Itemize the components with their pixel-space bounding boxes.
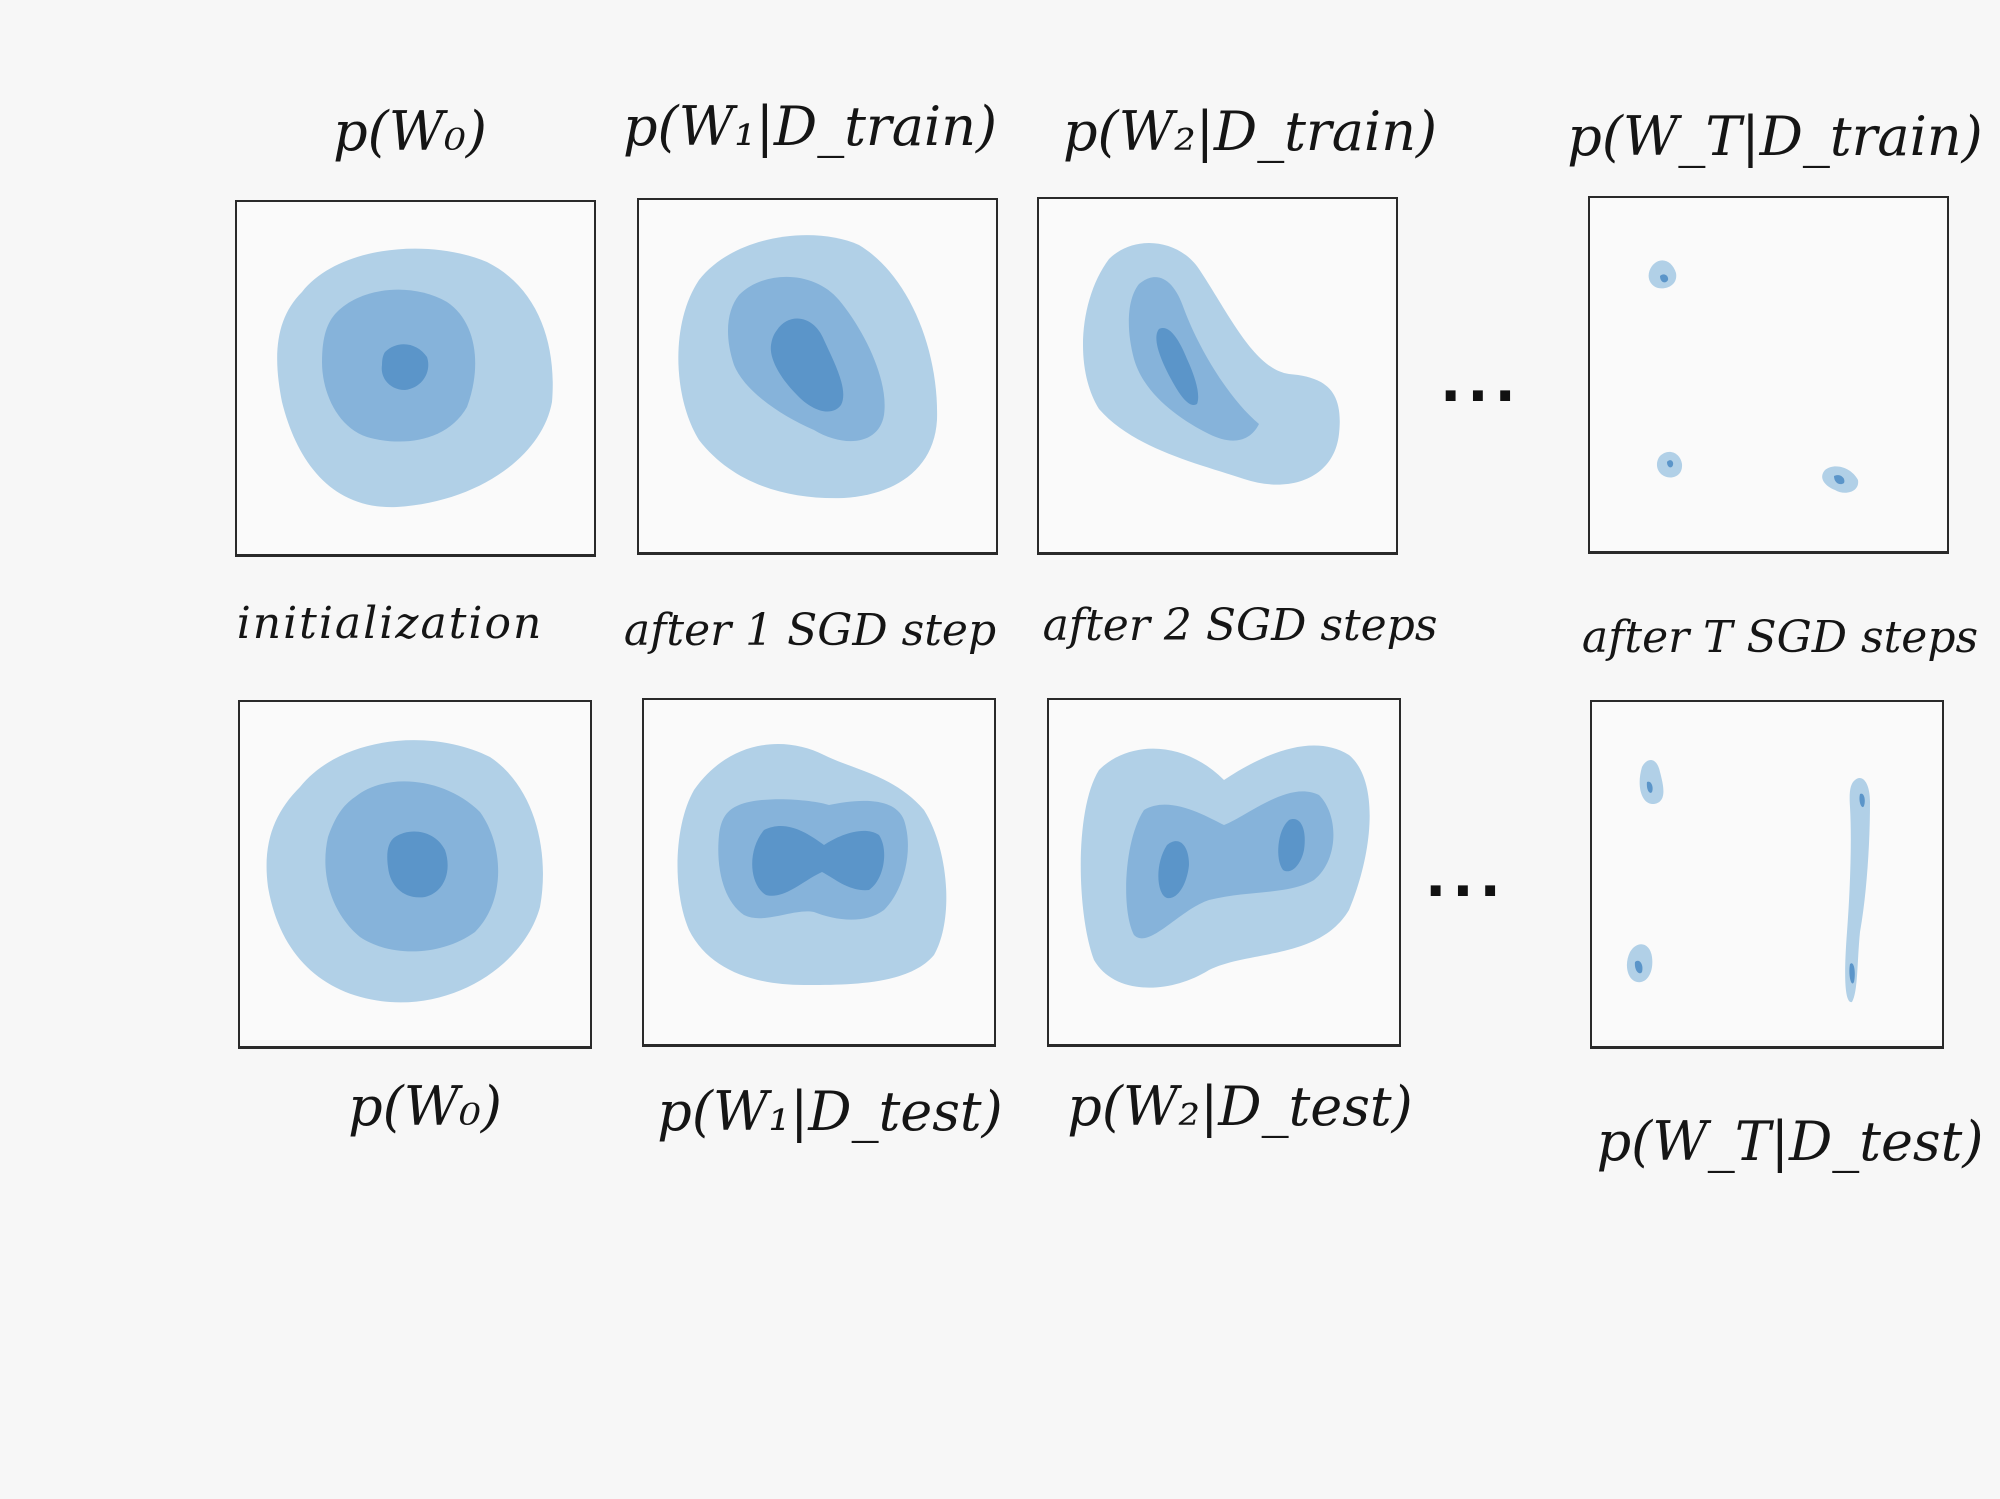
- panel-test-stepT: [1590, 700, 1944, 1049]
- contour-plot: [1080, 745, 1370, 988]
- step-label-4: after T SGD steps: [1581, 612, 1979, 663]
- contour-level-1: [1082, 242, 1340, 485]
- contour-level-3: [1667, 460, 1674, 468]
- panel-test-step2: [1047, 698, 1401, 1047]
- contour-plot: [1626, 760, 1870, 1003]
- panel-train-stepT: [1588, 196, 1949, 554]
- panel-test-step1: [642, 698, 996, 1047]
- panel-train-step2: [1037, 197, 1398, 555]
- step-label-1: initialization: [236, 598, 544, 649]
- contour-level-1: [1845, 778, 1870, 1003]
- contour-plot: [277, 248, 553, 508]
- contour-plot: [266, 740, 543, 1003]
- top-label-1: p(W₀): [333, 100, 487, 163]
- ellipsis-top: ...: [1440, 350, 1522, 415]
- contour-level-3: [387, 831, 448, 898]
- bottom-label-3: p(W₂|D_test): [1067, 1075, 1413, 1138]
- contour-level-3: [1660, 274, 1669, 283]
- top-label-4: p(W_T|D_train): [1567, 105, 1983, 168]
- contour-level-1: [1648, 260, 1677, 289]
- contour-level-3: [1156, 328, 1199, 405]
- step-label-3: after 2 SGD steps: [1042, 600, 1438, 651]
- contour-level-3: [1158, 841, 1189, 899]
- contour-level-3: [1849, 963, 1855, 984]
- panel-test-init: [238, 700, 592, 1049]
- contour-level-3: [381, 344, 429, 390]
- bottom-label-4: p(W_T|D_test): [1596, 1110, 1984, 1173]
- ellipsis-bottom: ...: [1425, 845, 1507, 910]
- panel-train-init: [235, 200, 596, 557]
- top-label-2: p(W₁|D_train): [622, 95, 998, 158]
- contour-level-1: [1639, 760, 1664, 805]
- contour-level-3: [1646, 781, 1653, 793]
- step-label-2: after 1 SGD step: [623, 605, 997, 656]
- contour-level-3: [752, 825, 885, 896]
- bottom-label-2: p(W₁|D_test): [657, 1080, 1003, 1143]
- contour-level-2: [1128, 277, 1259, 441]
- contour-plot: [1082, 242, 1340, 485]
- contour-plot: [1648, 260, 1859, 493]
- contour-plot: [678, 235, 938, 499]
- contour-plot: [677, 744, 947, 985]
- contour-level-3: [770, 318, 844, 412]
- contour-level-3: [1634, 960, 1643, 974]
- panel-train-step1: [637, 198, 998, 555]
- bottom-label-1: p(W₀): [348, 1075, 502, 1138]
- top-label-3: p(W₂|D_train): [1062, 100, 1438, 163]
- contour-level-3: [1859, 793, 1865, 808]
- contour-level-2: [1126, 791, 1334, 939]
- contour-level-3: [1278, 819, 1305, 872]
- contour-level-3: [1834, 475, 1845, 485]
